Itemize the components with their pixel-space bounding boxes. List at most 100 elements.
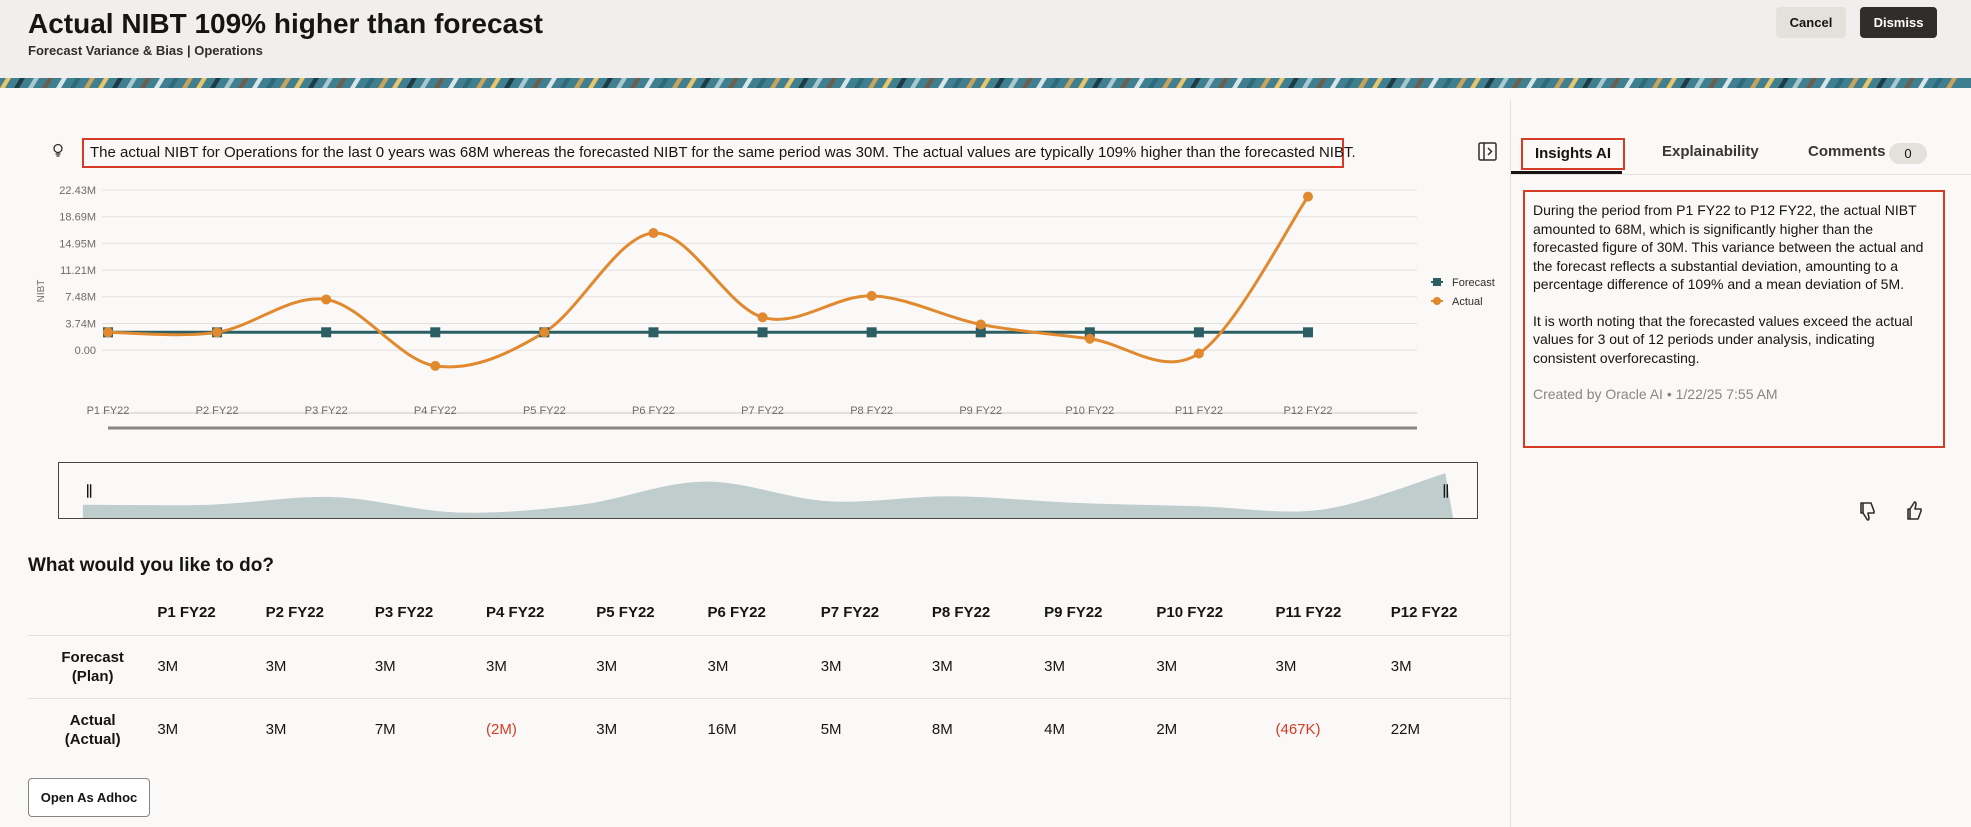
banner-stripe bbox=[1792, 78, 1803, 88]
banner-stripe bbox=[518, 78, 529, 88]
forecast-point[interactable] bbox=[1084, 327, 1095, 338]
forecast-point[interactable] bbox=[757, 327, 768, 338]
banner-stripe bbox=[1862, 78, 1873, 88]
banner-stripe bbox=[1946, 78, 1957, 88]
insight-bulb-icon bbox=[53, 143, 63, 157]
banner-stripe bbox=[266, 78, 277, 88]
banner-stripe bbox=[336, 78, 347, 88]
panel-toggle-icon[interactable] bbox=[1478, 142, 1497, 161]
banner-stripe bbox=[1106, 78, 1117, 88]
banner-stripe bbox=[1680, 78, 1691, 88]
table-cell: 3M bbox=[707, 634, 821, 698]
row-sublabel: (Plan) bbox=[71, 667, 114, 685]
tab-insights-ai[interactable]: Insights AI bbox=[1521, 138, 1625, 170]
x-tick-label: P1 FY22 bbox=[87, 405, 130, 417]
active-tab-indicator bbox=[1511, 171, 1622, 175]
navigator-left-handle[interactable] bbox=[87, 484, 92, 498]
table-cell: (2M) bbox=[486, 697, 597, 761]
column-header: P10 FY22 bbox=[1156, 603, 1224, 621]
actual-point[interactable] bbox=[430, 360, 441, 371]
banner-stripe bbox=[1162, 78, 1173, 88]
page-subtitle: Forecast Variance & Bias | Operations bbox=[28, 43, 263, 58]
banner-stripe bbox=[1386, 78, 1397, 88]
x-tick-label: P12 FY22 bbox=[1284, 405, 1333, 417]
actual-point[interactable] bbox=[212, 327, 223, 338]
legend-item-forecast[interactable]: Forecast bbox=[1431, 277, 1495, 289]
insight-created-by: Created by Oracle AI • 1/22/25 7:55 AM bbox=[1533, 386, 1778, 402]
actual-point[interactable] bbox=[539, 327, 550, 338]
actual-point[interactable] bbox=[648, 228, 659, 239]
actual-point[interactable] bbox=[1084, 333, 1095, 344]
actual-point[interactable] bbox=[1193, 348, 1204, 359]
forecast-point[interactable] bbox=[321, 327, 332, 338]
x-tick-label: P5 FY22 bbox=[523, 405, 566, 417]
banner-stripe bbox=[1652, 78, 1663, 88]
navigator-right-handle[interactable] bbox=[1443, 484, 1449, 498]
banner-stripe bbox=[728, 78, 739, 88]
banner-stripe bbox=[868, 78, 879, 88]
open-as-adhoc-button[interactable]: Open As Adhoc bbox=[28, 778, 150, 817]
x-tick-label: P8 FY22 bbox=[850, 405, 893, 417]
banner-stripe bbox=[210, 78, 221, 88]
forecast-point[interactable] bbox=[975, 327, 986, 338]
x-tick-label: P6 FY22 bbox=[632, 405, 675, 417]
banner-stripe bbox=[1092, 78, 1103, 88]
banner-stripe bbox=[1666, 78, 1677, 88]
row-label: Actual bbox=[69, 711, 116, 729]
actual-point[interactable] bbox=[103, 327, 113, 338]
banner-stripe bbox=[196, 78, 207, 88]
thumbs-up-icon[interactable] bbox=[1904, 499, 1928, 523]
banner-stripe bbox=[280, 78, 291, 88]
actual-point[interactable] bbox=[321, 294, 332, 305]
actions-heading: What would you like to do? bbox=[28, 555, 274, 576]
banner-stripe bbox=[644, 78, 655, 88]
banner-stripe bbox=[602, 78, 613, 88]
forecast-point[interactable] bbox=[648, 327, 659, 338]
actual-point[interactable] bbox=[757, 312, 768, 323]
forecast-point[interactable] bbox=[1193, 327, 1204, 338]
chart-range-navigator[interactable] bbox=[58, 462, 1478, 519]
table-cell: 3M bbox=[374, 634, 487, 698]
table-cell: 2M bbox=[1156, 697, 1276, 761]
y-tick-label: 22.43M bbox=[59, 185, 96, 197]
banner-stripe bbox=[70, 78, 81, 88]
actual-point[interactable] bbox=[1303, 191, 1313, 202]
banner-stripe bbox=[1750, 78, 1761, 88]
dismiss-button[interactable]: Dismiss bbox=[1860, 7, 1937, 38]
banner-stripe bbox=[1876, 78, 1887, 88]
y-axis-label: NIBT bbox=[36, 280, 47, 303]
forecast-point[interactable] bbox=[430, 327, 441, 338]
tab-explainability[interactable]: Explainability bbox=[1662, 143, 1759, 160]
actual-point[interactable] bbox=[975, 319, 986, 330]
table-cell: (467K) bbox=[1275, 697, 1391, 761]
banner-stripe bbox=[1918, 78, 1929, 88]
row-sublabel: (Actual) bbox=[64, 730, 121, 748]
table-cell: 3M bbox=[486, 634, 597, 698]
banner-stripe bbox=[1008, 78, 1019, 88]
row-label: Forecast bbox=[61, 648, 124, 666]
actual-point[interactable] bbox=[866, 290, 877, 301]
banner-stripe bbox=[784, 78, 795, 88]
banner-stripe bbox=[1512, 78, 1523, 88]
banner-stripe bbox=[1484, 78, 1495, 88]
banner-stripe bbox=[1134, 78, 1145, 88]
banner-stripe bbox=[994, 78, 1005, 88]
column-header: P3 FY22 bbox=[374, 603, 434, 621]
table-cell: 3M bbox=[265, 697, 375, 761]
table-cell: 3M bbox=[1275, 634, 1391, 698]
legend-item-actual[interactable]: Actual bbox=[1431, 296, 1483, 308]
banner-stripe bbox=[14, 78, 25, 88]
forecast-point[interactable] bbox=[866, 327, 877, 338]
banner-stripe bbox=[532, 78, 543, 88]
cancel-button[interactable]: Cancel bbox=[1776, 7, 1846, 38]
banner-stripe bbox=[1596, 78, 1607, 88]
thumbs-down-icon[interactable] bbox=[1857, 499, 1881, 523]
summary-statement: The actual NIBT for Operations for the l… bbox=[82, 138, 1356, 168]
banner-stripe bbox=[1372, 78, 1383, 88]
forecast-point[interactable] bbox=[1303, 327, 1313, 338]
banner-stripe bbox=[672, 78, 683, 88]
tab-comments[interactable]: Comments bbox=[1808, 143, 1886, 160]
banner-stripe bbox=[1498, 78, 1509, 88]
corner-cell bbox=[28, 590, 157, 635]
banner-stripe bbox=[42, 78, 53, 88]
